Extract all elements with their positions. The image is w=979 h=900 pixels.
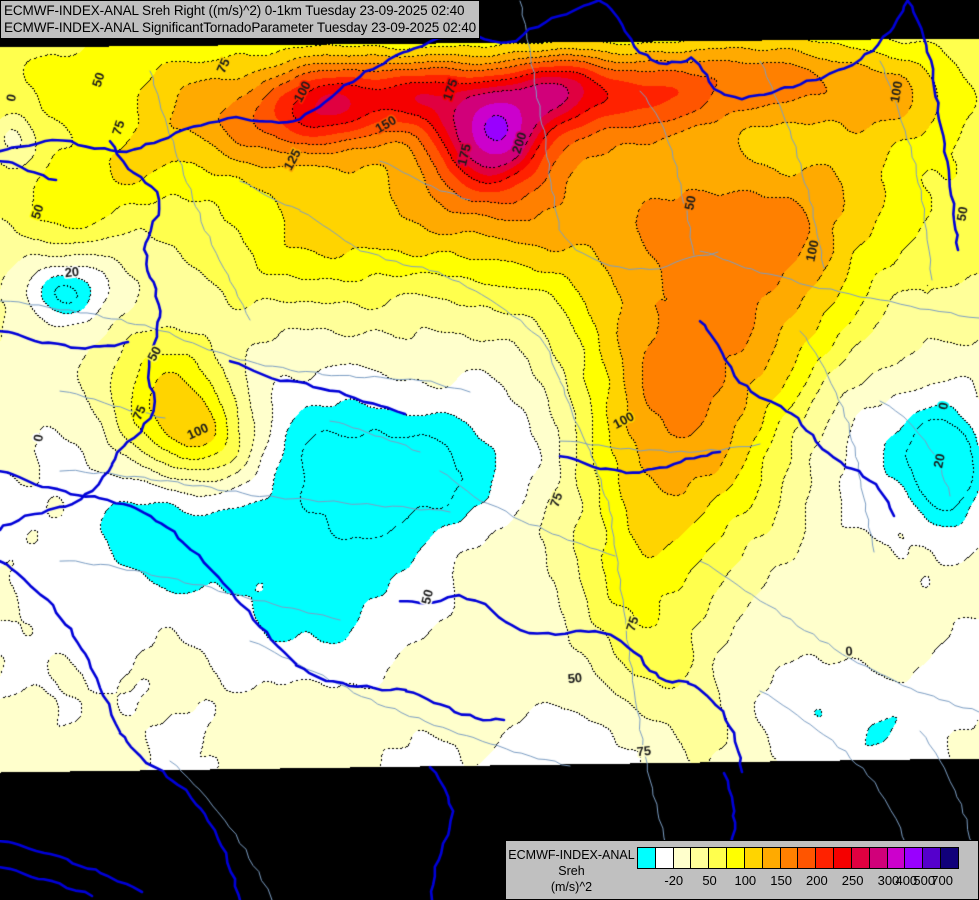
- colorbar-swatch-7: [762, 848, 781, 868]
- colorbar-swatch-9: [798, 848, 817, 868]
- colorbar-swatch-4: [709, 848, 728, 868]
- colorbar-swatch-11: [834, 848, 852, 868]
- map-title-block: ECMWF-INDEX-ANAL Sreh Right ((m/s)^2) 0-…: [0, 0, 481, 39]
- colorbar-tick-700: 700: [931, 873, 953, 888]
- colorbar-swatches: [637, 847, 959, 869]
- legend-bar-wrapper: -20 50 100 150 200 250 300 400 500 700: [637, 841, 961, 893]
- title-line-2: ECMWF-INDEX-ANAL SignificantTornadoParam…: [4, 20, 477, 35]
- colorbar-tick-100: 100: [734, 873, 757, 888]
- colorbar-legend: ECMWF-INDEX-ANAL Sreh (m/s)^2 -20 50 100 15…: [505, 840, 979, 900]
- colorbar-tick-400: 400: [895, 873, 918, 888]
- colorbar-swatch-16: [923, 848, 942, 868]
- colorbar-tick-200: 200: [806, 873, 828, 888]
- colorbar-tick-300: 300: [877, 873, 900, 888]
- colorbar-swatch-8: [780, 848, 799, 868]
- colorbar-tick-50: 50: [702, 873, 717, 888]
- colorbar-swatch-2: [673, 848, 692, 868]
- colorbar-swatch-15: [905, 848, 924, 868]
- colorbar-swatch-17: [941, 848, 958, 868]
- colorbar-swatch-6: [744, 848, 763, 868]
- colorbar-swatch-10: [816, 848, 835, 868]
- title-line-1: ECMWF-INDEX-ANAL Sreh Right ((m/s)^2) 0-…: [4, 3, 465, 18]
- colorbar-tick-250: 250: [841, 873, 864, 888]
- colorbar-tick-500: 500: [913, 873, 936, 888]
- colorbar-swatch-13: [869, 848, 888, 868]
- colorbar-swatch-3: [691, 848, 710, 868]
- colorbar-swatch-12: [851, 848, 870, 868]
- colorbar-tick--20: -20: [664, 873, 684, 888]
- colorbar-tick-150: 150: [770, 873, 792, 888]
- legend-caption: ECMWF-INDEX-ANAL Sreh (m/s)^2: [506, 841, 637, 895]
- legend-caption-units: (m/s)^2: [550, 880, 593, 894]
- legend-caption-variable: Sreh: [558, 864, 585, 878]
- colorbar-swatch-14: [887, 848, 906, 868]
- legend-caption-model: ECMWF-INDEX-ANAL: [508, 848, 635, 862]
- colorbar-swatch-1: [655, 848, 674, 868]
- colorbar-swatch-0: [638, 848, 656, 868]
- colorbar-tick-labels: -20 50 100 150 200 250 300 400 500 700: [637, 871, 961, 893]
- colorbar-swatch-5: [727, 848, 745, 868]
